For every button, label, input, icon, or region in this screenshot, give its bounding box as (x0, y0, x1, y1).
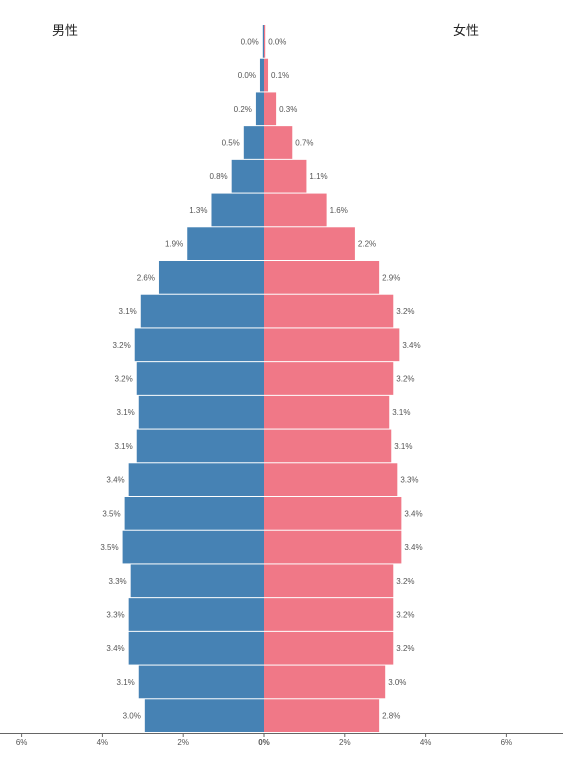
bar-female-10 (264, 362, 394, 395)
label-female-0: 0.0% (268, 37, 286, 46)
bar-female-6 (264, 227, 355, 260)
bars-group (122, 25, 402, 732)
label-female-17: 3.2% (396, 611, 414, 620)
label-female-15: 3.4% (404, 543, 422, 552)
bar-male-6 (187, 227, 264, 260)
bar-male-17 (128, 598, 264, 631)
bar-female-0 (264, 25, 266, 58)
label-male-20: 3.0% (123, 712, 141, 721)
label-female-4: 1.1% (309, 172, 327, 181)
bar-male-8 (140, 294, 264, 328)
label-male-3: 0.5% (222, 139, 240, 148)
label-female-3: 0.7% (295, 139, 313, 148)
bar-female-20 (264, 699, 380, 732)
bar-male-16 (130, 564, 264, 598)
bar-female-14 (264, 497, 402, 530)
label-female-14: 3.4% (404, 509, 422, 518)
x-tick-label-1: 4% (97, 738, 109, 747)
bar-male-18 (128, 631, 264, 665)
label-male-4: 0.8% (209, 172, 227, 181)
label-male-15: 3.5% (100, 543, 118, 552)
label-female-9: 3.4% (402, 341, 420, 350)
bar-male-19 (138, 665, 264, 699)
bar-male-10 (136, 362, 264, 395)
label-male-8: 3.1% (119, 307, 137, 316)
bar-male-0 (262, 25, 264, 58)
bar-female-7 (264, 261, 380, 294)
label-male-12: 3.1% (115, 442, 133, 451)
label-male-19: 3.1% (117, 678, 135, 687)
label-male-9: 3.2% (112, 341, 130, 350)
bar-male-12 (136, 429, 264, 463)
label-female-19: 3.0% (388, 678, 406, 687)
bar-female-8 (264, 294, 394, 328)
female-title: 女性 (453, 23, 479, 39)
bar-male-2 (255, 92, 264, 126)
bar-female-16 (264, 564, 394, 598)
label-female-16: 3.2% (396, 577, 414, 586)
label-male-6: 1.9% (165, 240, 183, 249)
label-female-5: 1.6% (330, 206, 348, 215)
label-male-14: 3.5% (102, 509, 120, 518)
bar-female-1 (264, 58, 269, 92)
label-male-5: 1.3% (189, 206, 207, 215)
label-male-1: 0.0% (238, 71, 256, 80)
label-female-7: 2.9% (382, 273, 400, 282)
bar-female-12 (264, 429, 392, 463)
label-male-2: 0.2% (234, 105, 252, 114)
label-female-11: 3.1% (392, 408, 410, 417)
label-female-18: 3.2% (396, 644, 414, 653)
bar-male-15 (122, 530, 264, 564)
value-labels-group: 0.0% 0.0% 0.0% 0.1% 0.2% 0.3% 0.5% 0.7% 0.8% 1.1%… (100, 37, 422, 720)
x-tick-label-5: 4% (420, 738, 432, 747)
bar-female-2 (264, 92, 277, 126)
bar-male-5 (211, 193, 264, 227)
label-male-17: 3.3% (106, 611, 124, 620)
label-female-12: 3.1% (394, 442, 412, 451)
label-male-16: 3.3% (108, 577, 126, 586)
bar-female-11 (264, 395, 390, 429)
x-tick-label-0: 6% (16, 738, 28, 747)
bar-male-11 (138, 395, 264, 429)
x-axis: 6% 4% 2% 0% 2% 4% 6% (0, 733, 563, 747)
bar-male-9 (134, 328, 264, 362)
bar-male-20 (144, 699, 264, 732)
bar-female-9 (264, 328, 400, 362)
bar-female-15 (264, 530, 402, 564)
label-female-1: 0.1% (271, 71, 289, 80)
bar-female-3 (264, 126, 293, 159)
bar-male-14 (124, 497, 265, 530)
label-female-10: 3.2% (396, 375, 414, 384)
label-male-7: 2.6% (137, 273, 155, 282)
label-male-18: 3.4% (106, 644, 124, 653)
label-female-2: 0.3% (279, 105, 297, 114)
label-male-0: 0.0% (241, 37, 259, 46)
x-tick-label-4: 2% (339, 738, 351, 747)
bar-female-13 (264, 463, 398, 496)
bar-female-19 (264, 665, 386, 699)
label-female-6: 2.2% (358, 240, 376, 249)
x-tick-label-2: 2% (177, 738, 189, 747)
bar-male-1 (259, 58, 264, 92)
bar-female-5 (264, 193, 327, 227)
bar-female-17 (264, 598, 394, 631)
bar-male-3 (243, 126, 264, 159)
label-male-11: 3.1% (117, 408, 135, 417)
label-male-10: 3.2% (115, 375, 133, 384)
x-tick-label-3: 0% (258, 738, 270, 747)
bar-female-18 (264, 631, 394, 665)
x-tick-label-6: 6% (501, 738, 513, 747)
label-female-20: 2.8% (382, 712, 400, 721)
label-female-13: 3.3% (400, 476, 418, 485)
male-title: 男性 (52, 24, 78, 39)
bar-male-13 (128, 463, 264, 496)
label-female-8: 3.2% (396, 307, 414, 316)
bar-female-4 (264, 159, 307, 193)
bar-male-7 (158, 261, 264, 294)
label-male-13: 3.4% (106, 476, 124, 485)
bar-male-4 (231, 159, 264, 193)
